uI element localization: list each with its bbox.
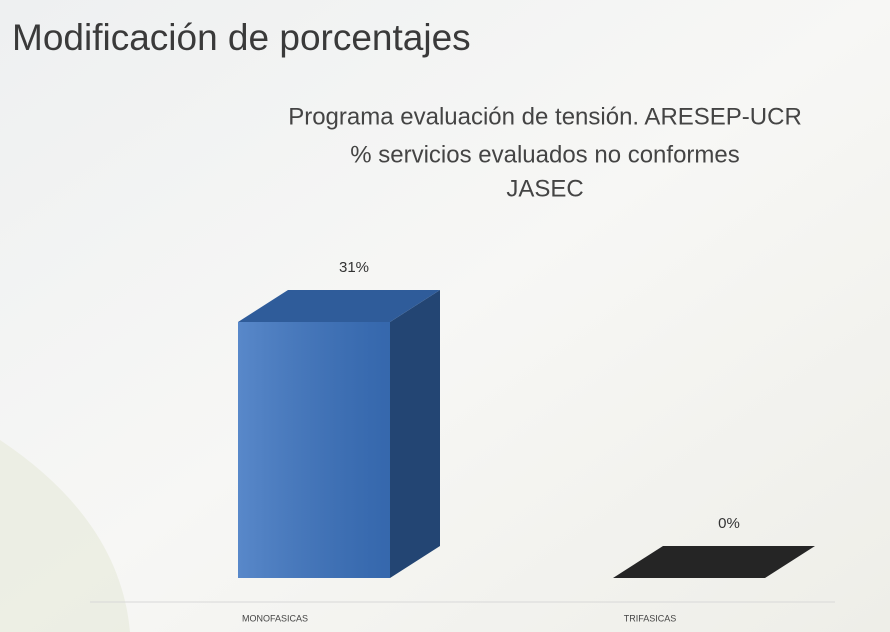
bar-front-shine [238, 322, 390, 578]
decor [0, 440, 130, 632]
chart-subtitle: JASEC [506, 175, 583, 202]
value-label: 0% [718, 515, 740, 532]
x-tick-label: TRIFASICAS [624, 613, 677, 623]
slide-title: Modificación de porcentajes [12, 17, 471, 58]
bar [238, 290, 440, 578]
bar-top [613, 546, 815, 578]
bar-side [390, 290, 440, 578]
value-label: 31% [339, 259, 369, 276]
chart-subtitle: % servicios evaluados no conformes [350, 141, 740, 168]
bar [613, 546, 815, 578]
bar-top [238, 290, 440, 322]
chart-title: Programa evaluación de tensión. ARESEP-U… [288, 103, 802, 130]
x-tick-label: MONOFASICAS [242, 613, 308, 623]
